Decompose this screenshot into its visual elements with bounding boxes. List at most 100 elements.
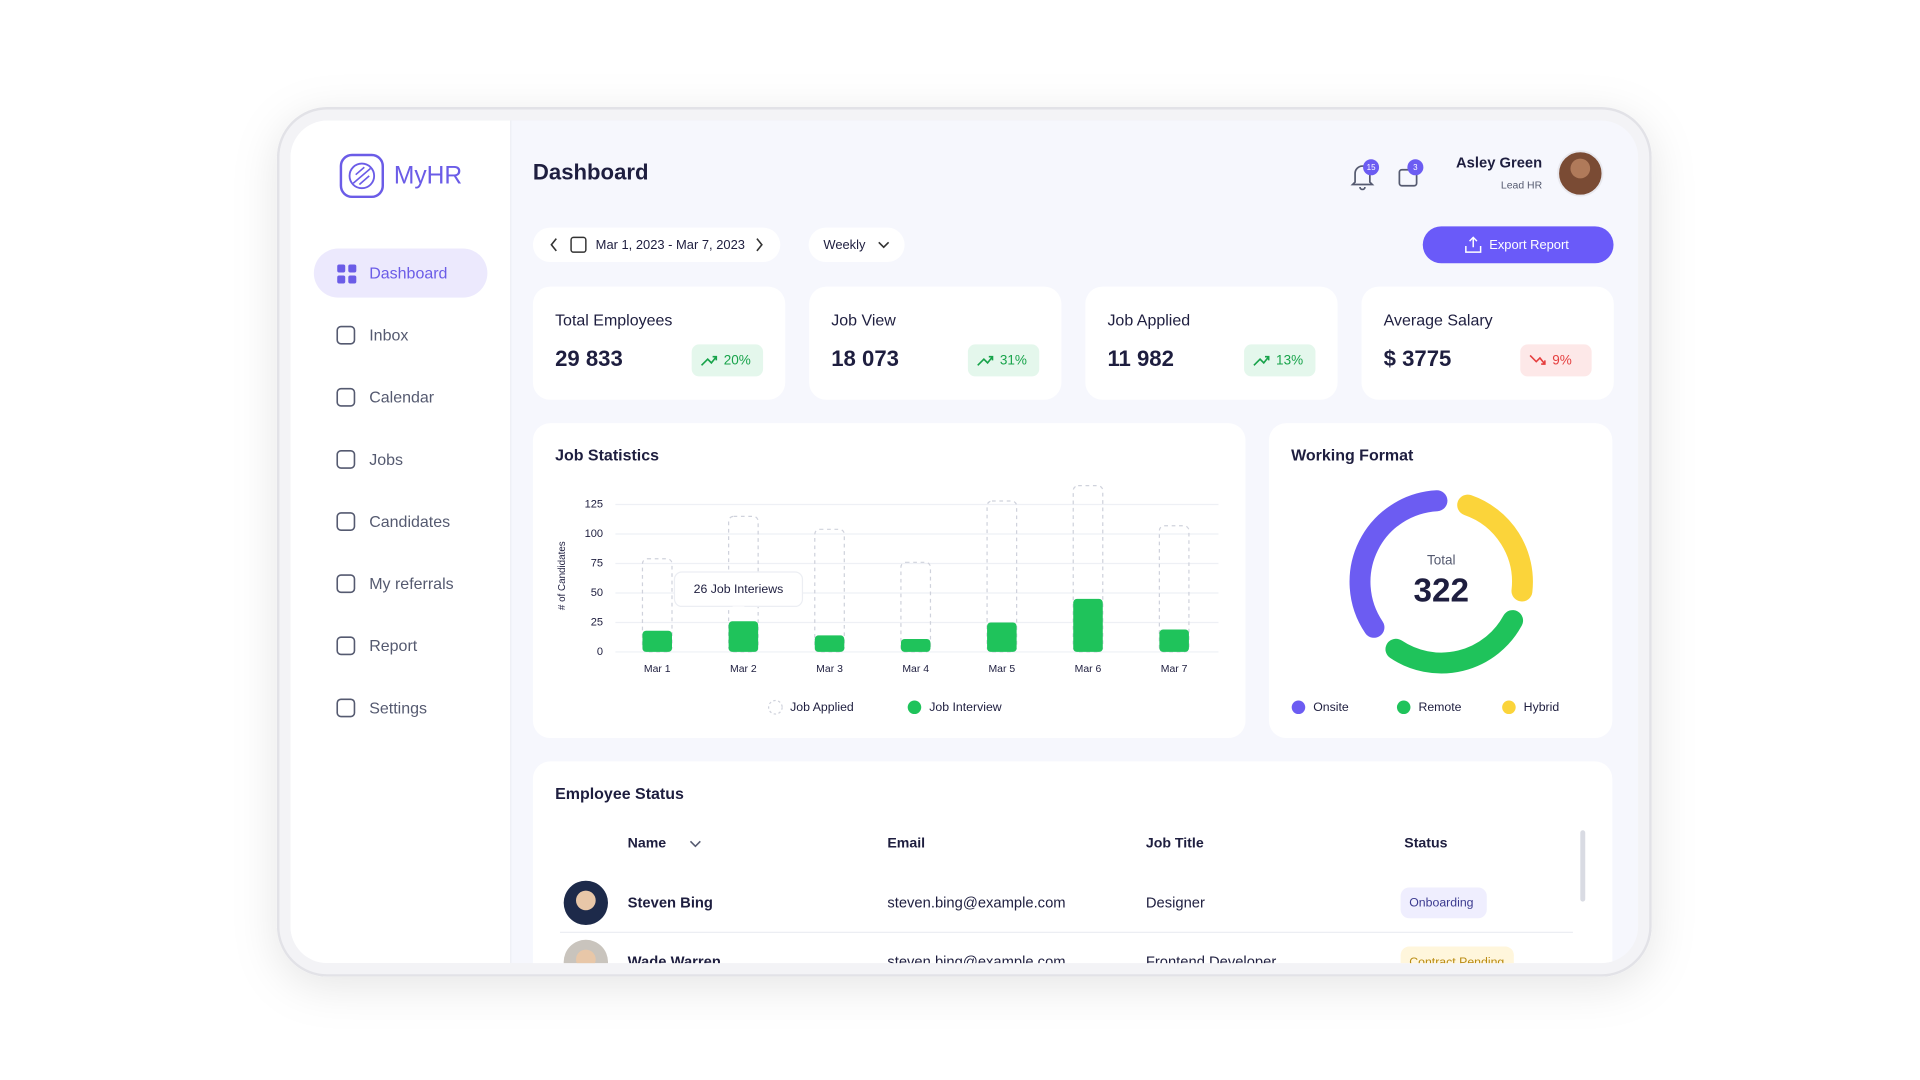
app-name: MyHR	[394, 163, 462, 190]
donut-total: 322	[1414, 573, 1469, 610]
legend-label: Job Interview	[929, 700, 1002, 714]
nav-item[interactable]: Report	[336, 636, 418, 656]
job-statistics-card	[532, 423, 1246, 739]
nav-icon	[336, 636, 356, 656]
nav-label: Calendar	[369, 390, 435, 407]
stat-value: 11 982	[1107, 346, 1173, 371]
x-tick-label: Mar 6	[1075, 664, 1102, 675]
trend-icon	[1529, 354, 1546, 365]
stat-card: Average Salary $ 3775 9%	[1361, 286, 1614, 400]
calendar-icon	[570, 236, 587, 253]
nav-icon	[336, 574, 356, 594]
period-pill	[808, 227, 905, 263]
stat-card-bg	[1361, 286, 1614, 400]
tooltip-pointer	[732, 606, 745, 614]
legend-marker	[1502, 700, 1516, 715]
export-button[interactable]: Export Report	[1422, 226, 1614, 264]
badge	[1363, 159, 1380, 176]
date-range: Mar 1, 2023 - Mar 7, 2023	[596, 237, 745, 252]
bar	[1073, 598, 1103, 652]
notification-count: 15	[1367, 163, 1376, 172]
bar	[987, 622, 1017, 652]
export-label: Export Report	[1489, 237, 1569, 252]
stat-label: Job View	[831, 312, 896, 329]
column-header: Status	[1404, 835, 1447, 851]
nav-item[interactable]: My referrals	[336, 574, 454, 594]
stat-label: Total Employees	[555, 312, 672, 329]
bar	[728, 621, 759, 652]
nav-item[interactable]: Settings	[336, 698, 427, 718]
legend-label: Remote	[1418, 700, 1461, 714]
period: Weekly	[823, 237, 866, 252]
stat-change: 13%	[1276, 353, 1303, 368]
logo-icon	[339, 153, 384, 199]
nav-item[interactable]: Jobs	[336, 450, 403, 469]
chart-title: Working Format	[1291, 448, 1414, 465]
legend-marker	[1291, 700, 1306, 715]
date-filter[interactable]: Mar 1, 2023 - Mar 7, 2023	[532, 227, 781, 263]
bar	[900, 638, 931, 652]
stat-value: 29 833	[555, 346, 623, 371]
table-row[interactable]: Wade Warren steven.bing@example.com Fronte…	[560, 939, 1573, 992]
employee-status-card	[532, 761, 1613, 964]
export-bg	[1422, 226, 1614, 264]
bar-outline	[1158, 525, 1190, 653]
legend-label: Onsite	[1313, 700, 1349, 714]
y-tick-label: 100	[585, 528, 603, 540]
charts: 0 25 50 75 100 125 Mar 1 Mar 2 Mar 3 Mar 4 Mar 5 Ma…	[585, 485, 1559, 715]
nav-icon	[336, 325, 356, 345]
donut-segment	[1385, 610, 1524, 674]
badge	[1407, 159, 1424, 176]
nav-icon	[336, 698, 356, 718]
y-tick-label: 50	[591, 587, 603, 599]
table-row[interactable]: Steven Bing steven.bing@example.com Design…	[560, 880, 1573, 934]
nav-item[interactable]: Dashboard	[313, 248, 488, 298]
stat-card-bg	[532, 286, 786, 400]
bar	[814, 635, 845, 652]
cell: steven.bing@example.com	[887, 895, 1065, 911]
y-tick-label: 125	[585, 498, 603, 510]
stat-label: Average Salary	[1384, 312, 1493, 329]
stat-change: 31%	[1000, 353, 1027, 368]
stat-change-badge	[1244, 344, 1316, 377]
stat-change: 9%	[1552, 353, 1572, 368]
nav-label: Report	[369, 638, 418, 655]
nav-item[interactable]: Candidates	[336, 512, 450, 531]
stat-value: 18 073	[831, 346, 899, 371]
period-filter[interactable]: Weekly	[808, 227, 905, 263]
bar-outline	[900, 561, 932, 653]
notifications-button[interactable]: 15	[1350, 159, 1380, 191]
y-tick-label: 0	[597, 646, 603, 658]
column-header[interactable]: Name	[628, 835, 667, 851]
y-tick-label: 75	[591, 557, 603, 569]
sort-chevron[interactable]	[689, 840, 701, 848]
nav-item[interactable]: Inbox	[336, 325, 408, 345]
working-format-card	[1268, 423, 1613, 739]
date-arrows	[550, 238, 763, 252]
stat-card: Total Employees 29 833 20%	[532, 286, 786, 400]
nav-icon	[336, 387, 356, 407]
message-count: 3	[1413, 163, 1418, 172]
stat-change-badge	[967, 344, 1040, 377]
messages-button[interactable]: 3	[1398, 159, 1424, 187]
stat-value: $ 3775	[1384, 346, 1452, 371]
scrollbar[interactable]	[1580, 830, 1586, 902]
sidebar	[290, 120, 511, 964]
table-title: Employee Status	[555, 786, 684, 803]
nav-icon	[336, 450, 356, 469]
nav-label: Candidates	[369, 514, 450, 531]
legend-marker	[907, 700, 922, 715]
stat-change-badge	[691, 344, 764, 377]
legend-label: Job Applied	[790, 700, 854, 714]
status-pill	[1400, 946, 1514, 964]
legend-marker	[768, 699, 783, 715]
user-role: Lead HR	[1501, 181, 1543, 192]
stat-card: Job View 18 073 31%	[809, 286, 1062, 400]
nav-active-bg	[313, 248, 488, 298]
nav-item[interactable]: Calendar	[336, 387, 435, 407]
stat-change-badge	[1520, 344, 1592, 377]
chart-title: Job Statistics	[555, 448, 659, 465]
stat-card-bg	[1085, 286, 1338, 400]
donut-segment	[1349, 490, 1448, 638]
